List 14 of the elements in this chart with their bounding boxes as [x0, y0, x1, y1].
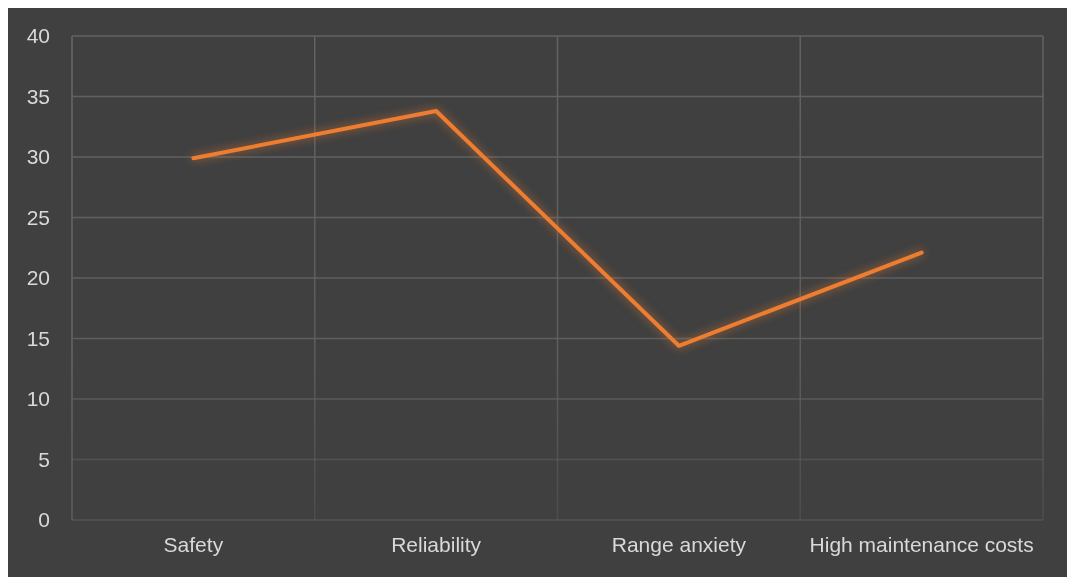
y-tick-label: 25: [26, 205, 50, 229]
y-tick-label: 10: [26, 387, 50, 411]
line-series: [191, 109, 924, 348]
y-tick-label: 40: [26, 24, 50, 48]
y-tick-label: 35: [26, 84, 50, 108]
y-tick-label: 20: [26, 266, 50, 290]
y-tick-label: 0: [38, 508, 50, 532]
x-tick-label: Safety: [163, 532, 224, 556]
x-tick-label: High maintenance costs: [809, 532, 1034, 556]
y-tick-label: 15: [26, 326, 50, 350]
y-tick-label: 5: [38, 447, 50, 471]
x-tick-label: Reliability: [391, 532, 482, 556]
x-tick-label: Range anxiety: [611, 532, 747, 556]
y-tick-label: 30: [26, 145, 50, 169]
